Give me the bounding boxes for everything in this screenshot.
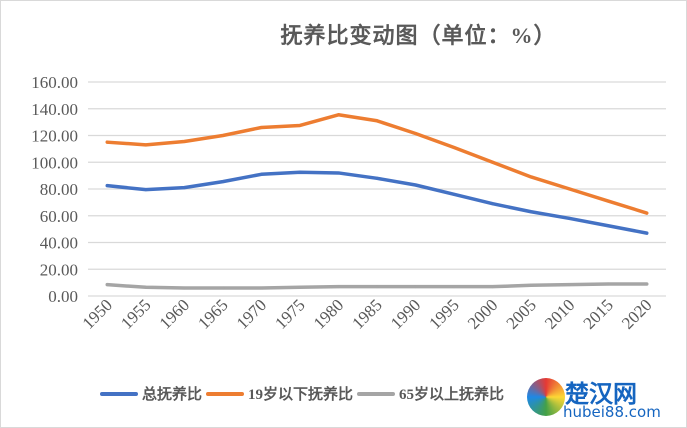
x-tick-label: 1975 [271, 295, 308, 332]
x-tick-label: 2015 [580, 295, 617, 332]
legend-item-total: 总抚养比 [100, 383, 202, 404]
data-point [375, 119, 379, 123]
series-line-1 [105, 170, 649, 235]
data-point [645, 231, 649, 235]
data-point [336, 285, 340, 289]
data-point [414, 131, 418, 135]
legend-item-young: 19岁以下抚养比 [206, 383, 353, 404]
x-tick-label: 2010 [541, 295, 578, 332]
y-tick-label: 20.00 [40, 260, 78, 279]
data-point [452, 146, 456, 150]
data-point [606, 224, 610, 228]
data-point [298, 285, 302, 289]
data-point [452, 285, 456, 289]
x-tick-label: 1995 [425, 295, 462, 332]
data-point [259, 172, 263, 176]
legend-swatch [206, 391, 245, 396]
y-tick-label: 140.00 [31, 100, 78, 119]
data-point [414, 285, 418, 289]
data-point [375, 176, 379, 180]
data-point [336, 171, 340, 175]
data-point [606, 282, 610, 286]
y-tick-label: 40.00 [40, 234, 78, 253]
y-tick-label: 160.00 [31, 73, 78, 92]
x-tick-label: 1970 [233, 295, 270, 332]
data-point [259, 286, 263, 290]
data-point [645, 211, 649, 215]
data-point [298, 170, 302, 174]
x-tick-label: 1965 [194, 295, 231, 332]
data-point [529, 175, 533, 179]
y-tick-label: 100.00 [31, 153, 78, 172]
x-tick-label: 2020 [618, 295, 655, 332]
data-point [645, 282, 649, 286]
chart-title: 抚养比变动图（单位：%） [280, 23, 557, 48]
data-point [491, 160, 495, 164]
data-point [259, 125, 263, 129]
legend: 总抚养比 19岁以下抚养比 65岁以上抚养比 [100, 383, 508, 404]
legend-label: 19岁以下抚养比 [248, 387, 354, 403]
series-line-2 [105, 113, 649, 215]
y-tick-label: 60.00 [40, 207, 78, 226]
x-tick-label: 1990 [387, 295, 424, 332]
y-tick-label: 0.00 [48, 287, 78, 306]
x-tick-label: 1955 [117, 295, 154, 332]
data-point [491, 285, 495, 289]
legend-item-old: 65岁以上抚养比 [357, 383, 504, 404]
data-point [144, 143, 148, 147]
data-point [336, 113, 340, 117]
x-tick-label: 1980 [310, 295, 347, 332]
globe-logo-icon [527, 378, 565, 416]
data-point [529, 283, 533, 287]
data-point [221, 134, 225, 137]
watermark: 楚汉网 hubei88.com [525, 374, 685, 424]
legend-swatch [100, 391, 138, 396]
legend-label: 总抚养比 [142, 387, 203, 403]
data-point [182, 186, 186, 190]
data-point [529, 210, 533, 214]
data-point [182, 140, 186, 144]
data-point [144, 188, 148, 192]
legend-swatch [357, 391, 396, 396]
legend-label: 65岁以上抚养比 [399, 387, 505, 403]
data-point [182, 286, 186, 290]
data-point [221, 180, 225, 184]
data-point [375, 285, 379, 289]
data-point [491, 202, 495, 206]
data-point [105, 140, 109, 144]
watermark-text: 楚汉网 [565, 380, 637, 408]
data-point [105, 283, 109, 287]
x-tick-label: 2000 [464, 295, 501, 332]
data-point [568, 216, 572, 220]
x-tick-label: 2005 [502, 295, 539, 332]
data-point [414, 183, 418, 187]
data-point [298, 123, 302, 127]
x-tick-label: 1950 [79, 295, 116, 332]
data-point [568, 187, 572, 191]
x-tick-label: 1985 [348, 295, 385, 332]
y-tick-label: 120.00 [31, 127, 78, 146]
x-tick-label: 1960 [156, 295, 193, 332]
data-point [452, 192, 456, 196]
data-point [568, 283, 572, 287]
data-point [105, 184, 109, 188]
data-point [221, 286, 225, 290]
watermark-url: hubei88.com [563, 403, 661, 421]
y-tick-label: 80.00 [40, 180, 78, 199]
data-point [144, 285, 148, 289]
data-point [606, 199, 610, 203]
